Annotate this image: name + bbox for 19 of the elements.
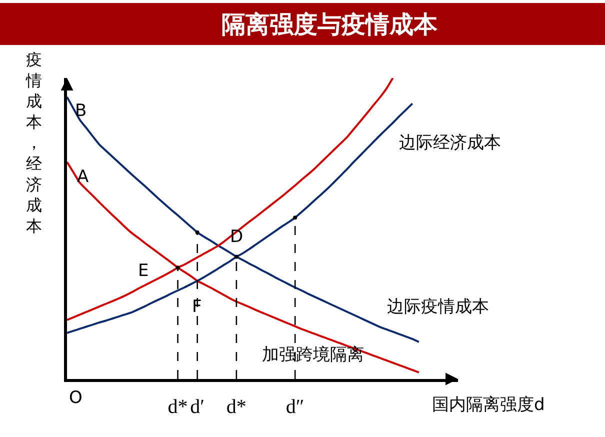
x-axis-title: 国内隔离强度d bbox=[432, 395, 545, 415]
annotation: E bbox=[138, 261, 149, 281]
series-label: 边际经济成本 bbox=[399, 133, 501, 153]
x-tick-label: d* bbox=[226, 396, 246, 418]
x-tick-label: d* bbox=[168, 396, 188, 418]
annotation: B bbox=[75, 101, 87, 121]
annotation: F bbox=[192, 297, 202, 317]
x-tick-label: d′ bbox=[190, 396, 205, 418]
text: 疫情成本，经济成本 bbox=[26, 50, 42, 236]
point bbox=[234, 254, 238, 259]
annotation: D bbox=[230, 227, 244, 247]
chart-title: 隔离强度与疫情成本 bbox=[222, 10, 439, 38]
x-tick-label: d″ bbox=[286, 396, 304, 418]
point bbox=[293, 216, 298, 220]
text: O bbox=[69, 388, 82, 408]
annotation: A bbox=[77, 167, 89, 187]
point bbox=[195, 230, 200, 234]
point bbox=[176, 266, 180, 270]
series-label: 边际疫情成本 bbox=[387, 297, 489, 317]
